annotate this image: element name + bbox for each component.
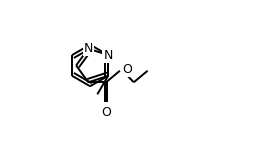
Text: O: O xyxy=(101,106,111,119)
Text: N: N xyxy=(103,49,113,62)
Text: N: N xyxy=(84,42,93,55)
Text: O: O xyxy=(122,63,132,76)
